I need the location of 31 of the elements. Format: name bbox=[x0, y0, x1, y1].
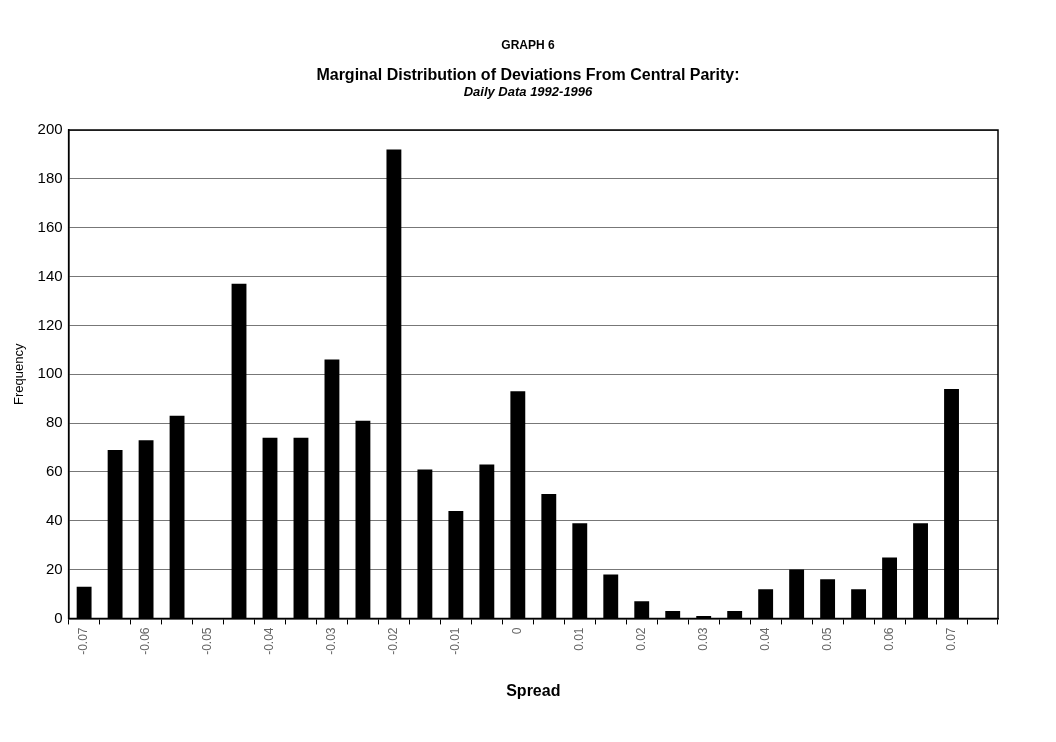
y-tick-label: 40 bbox=[45, 510, 63, 528]
x-tick-label: 0 bbox=[510, 627, 525, 635]
y-tick-label: 180 bbox=[37, 168, 63, 186]
y-tick-label: 60 bbox=[45, 462, 63, 480]
caption: GRAPH 6 bbox=[500, 38, 556, 52]
y-tick-label: 100 bbox=[37, 364, 63, 382]
x-tick-label: -0.06 bbox=[138, 627, 153, 655]
y-tick-label: 200 bbox=[37, 120, 63, 138]
x-axis-title: Spread bbox=[506, 681, 561, 699]
x-tick-label: 0.07 bbox=[943, 627, 958, 651]
y-tick-label: 20 bbox=[45, 559, 63, 577]
x-tick-label: 0.06 bbox=[881, 627, 896, 651]
chart-title: Marginal Distribution of Deviations From Central Parity: bbox=[315, 66, 741, 84]
x-tick-label: -0.04 bbox=[262, 627, 277, 655]
y-tick-label: 120 bbox=[37, 315, 63, 333]
y-tick-label: 0 bbox=[54, 608, 63, 626]
x-tick-label: 0.05 bbox=[819, 627, 834, 651]
x-tick-label: 0.04 bbox=[757, 627, 772, 651]
x-tick-label: 0.03 bbox=[696, 627, 711, 651]
y-tick-label: 80 bbox=[45, 413, 63, 431]
y-axis-title: Frequency bbox=[11, 343, 27, 405]
x-tick-label: 0.02 bbox=[634, 627, 649, 651]
x-tick-label: -0.05 bbox=[200, 627, 215, 655]
x-tick-label: -0.02 bbox=[386, 627, 401, 655]
chart-subtitle: Daily Data 1992-1996 bbox=[462, 84, 594, 99]
y-tick-label: 160 bbox=[37, 217, 63, 235]
x-tick-label: -0.07 bbox=[76, 627, 91, 655]
x-tick-label: -0.01 bbox=[448, 627, 463, 655]
x-tick-label: 0.01 bbox=[572, 627, 587, 651]
x-tick-label: -0.03 bbox=[324, 627, 339, 655]
y-tick-label: 140 bbox=[37, 266, 63, 284]
